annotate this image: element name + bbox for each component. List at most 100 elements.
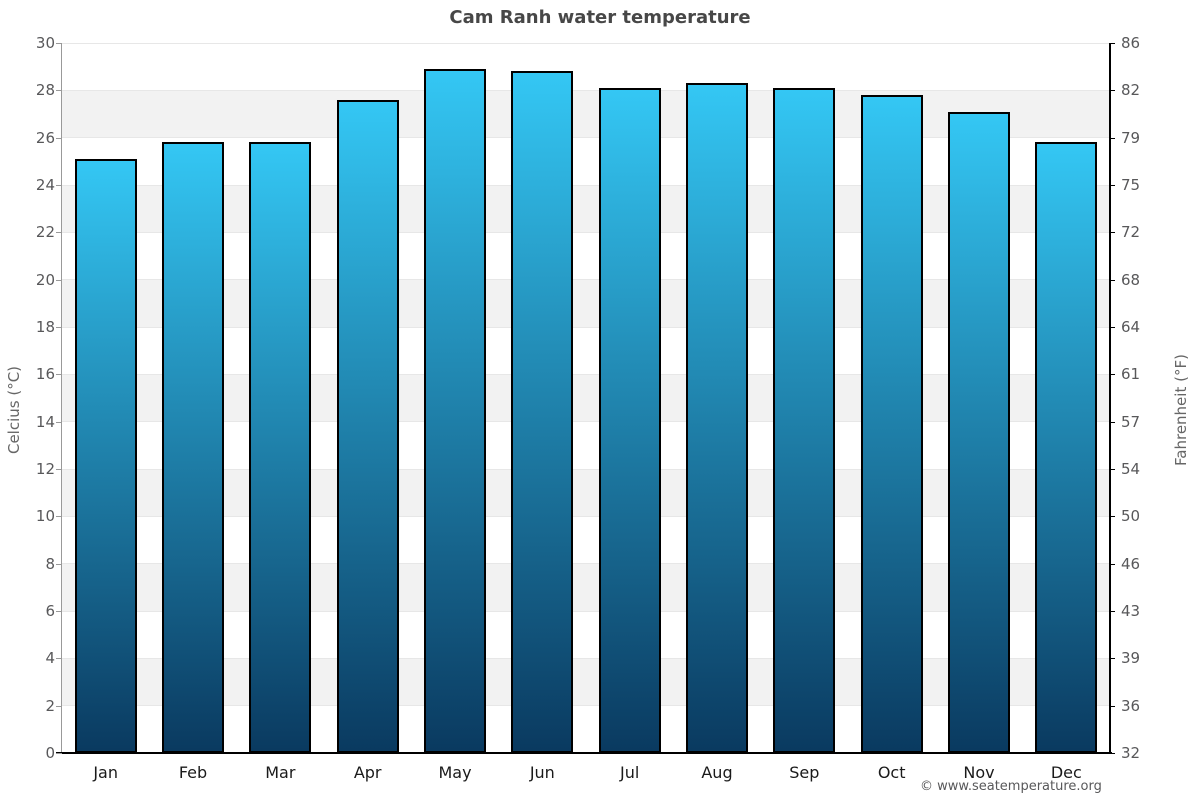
temperature-bar xyxy=(1035,142,1098,753)
month-label: Mar xyxy=(265,763,296,782)
gridline xyxy=(62,657,1110,659)
celsius-axis-line xyxy=(61,43,62,753)
x-axis-line xyxy=(56,752,1112,754)
fahrenheit-tick-label: 72 xyxy=(1121,223,1141,242)
temperature-bar xyxy=(74,158,137,753)
fahrenheit-tick-label: 68 xyxy=(1121,270,1141,289)
gridline xyxy=(62,42,1110,44)
celsius-axis-tick xyxy=(56,469,62,470)
fahrenheit-axis-tick xyxy=(1110,374,1115,376)
plot-band xyxy=(62,90,1110,138)
fahrenheit-axis-line xyxy=(1109,43,1111,753)
gridline xyxy=(62,705,1110,707)
celsius-tick-label: 24 xyxy=(35,176,55,194)
celsius-tick-label: 14 xyxy=(35,412,55,431)
month-label: May xyxy=(438,763,472,782)
fahrenheit-axis-tick xyxy=(1110,469,1115,470)
celsius-axis-tick xyxy=(56,705,62,707)
celsius-tick-label: 6 xyxy=(45,602,55,620)
fahrenheit-axis-tick xyxy=(1110,137,1115,139)
temperature-bar xyxy=(336,99,399,753)
plot-band xyxy=(62,705,1110,753)
celsius-axis-tick xyxy=(56,563,62,565)
celsius-tick-label: 2 xyxy=(45,696,55,715)
temperature-bar xyxy=(773,87,836,753)
fahrenheit-axis-tick xyxy=(1110,753,1115,754)
temperature-bar xyxy=(686,83,748,753)
fahrenheit-tick-label: 36 xyxy=(1121,696,1141,715)
fahrenheit-axis-tick xyxy=(1110,563,1115,565)
gridline xyxy=(62,421,1110,423)
plot-band xyxy=(62,611,1110,659)
gridline xyxy=(62,515,1110,517)
fahrenheit-tick-label: 32 xyxy=(1121,744,1141,762)
celsius-tick-label: 22 xyxy=(35,223,55,242)
plot-band xyxy=(62,658,1110,706)
celsius-tick-label: 8 xyxy=(45,554,55,573)
celsius-axis-tick xyxy=(56,327,62,328)
month-label: Oct xyxy=(877,763,906,782)
celsius-axis-tick xyxy=(56,185,62,186)
plot-band xyxy=(62,327,1110,375)
gridline xyxy=(62,610,1110,612)
month-label: Jul xyxy=(620,763,640,782)
gridline xyxy=(62,373,1110,375)
gridline xyxy=(62,563,1110,565)
gridline xyxy=(62,184,1110,186)
fahrenheit-tick-label: 82 xyxy=(1121,81,1141,100)
celsius-tick-label: 4 xyxy=(45,649,55,668)
fahrenheit-axis-tick xyxy=(1110,705,1115,707)
celsius-tick-label: 18 xyxy=(35,318,55,336)
plot-band xyxy=(62,137,1110,185)
celsius-tick-label: 16 xyxy=(35,365,55,384)
celsius-tick-label: 20 xyxy=(35,270,55,289)
fahrenheit-axis-tick xyxy=(1110,43,1115,44)
fahrenheit-tick-label: 43 xyxy=(1121,602,1141,620)
gridline xyxy=(62,89,1110,91)
celsius-axis-title: Celcius (°C) xyxy=(5,365,23,455)
month-label: Nov xyxy=(963,763,995,782)
gridline xyxy=(62,231,1110,233)
fahrenheit-axis-tick xyxy=(1110,658,1115,660)
fahrenheit-axis-tick xyxy=(1110,185,1115,186)
fahrenheit-axis-tick xyxy=(1110,232,1115,234)
fahrenheit-tick-label: 50 xyxy=(1121,507,1141,526)
celsius-tick-label: 30 xyxy=(35,34,55,52)
month-label: Jan xyxy=(93,763,118,782)
temperature-bar xyxy=(424,69,486,753)
celsius-axis-tick xyxy=(56,137,62,139)
plot-band xyxy=(62,563,1110,611)
celsius-tick-label: 28 xyxy=(35,81,55,100)
celsius-axis-tick xyxy=(56,279,62,281)
gridline xyxy=(62,326,1110,328)
temperature-bar xyxy=(598,87,661,753)
celsius-axis-tick xyxy=(56,611,62,612)
celsius-axis-tick xyxy=(56,658,62,660)
plot-band xyxy=(62,469,1110,517)
month-label: Aug xyxy=(701,763,733,782)
month-label: Dec xyxy=(1050,763,1082,782)
temperature-bar xyxy=(511,71,574,753)
fahrenheit-tick-label: 39 xyxy=(1121,649,1141,668)
celsius-tick-label: 0 xyxy=(45,744,55,762)
gridline xyxy=(62,279,1110,281)
fahrenheit-tick-label: 64 xyxy=(1121,318,1141,336)
celsius-axis-tick xyxy=(56,90,62,92)
fahrenheit-axis-tick xyxy=(1110,90,1115,92)
plot-band xyxy=(62,421,1110,469)
celsius-axis-tick xyxy=(56,421,62,423)
plot-band xyxy=(62,43,1110,91)
celsius-tick-label: 12 xyxy=(35,460,55,478)
fahrenheit-axis-tick xyxy=(1110,611,1115,612)
month-label: Apr xyxy=(353,763,382,782)
month-label: Feb xyxy=(178,763,208,782)
plot-band xyxy=(62,185,1110,233)
plot-band xyxy=(62,374,1110,422)
fahrenheit-tick-label: 75 xyxy=(1121,176,1141,194)
temperature-bar xyxy=(249,142,312,753)
temperature-bar xyxy=(860,95,923,753)
plot-band xyxy=(62,279,1110,327)
fahrenheit-tick-label: 79 xyxy=(1121,128,1141,147)
temperature-bar xyxy=(948,111,1010,753)
